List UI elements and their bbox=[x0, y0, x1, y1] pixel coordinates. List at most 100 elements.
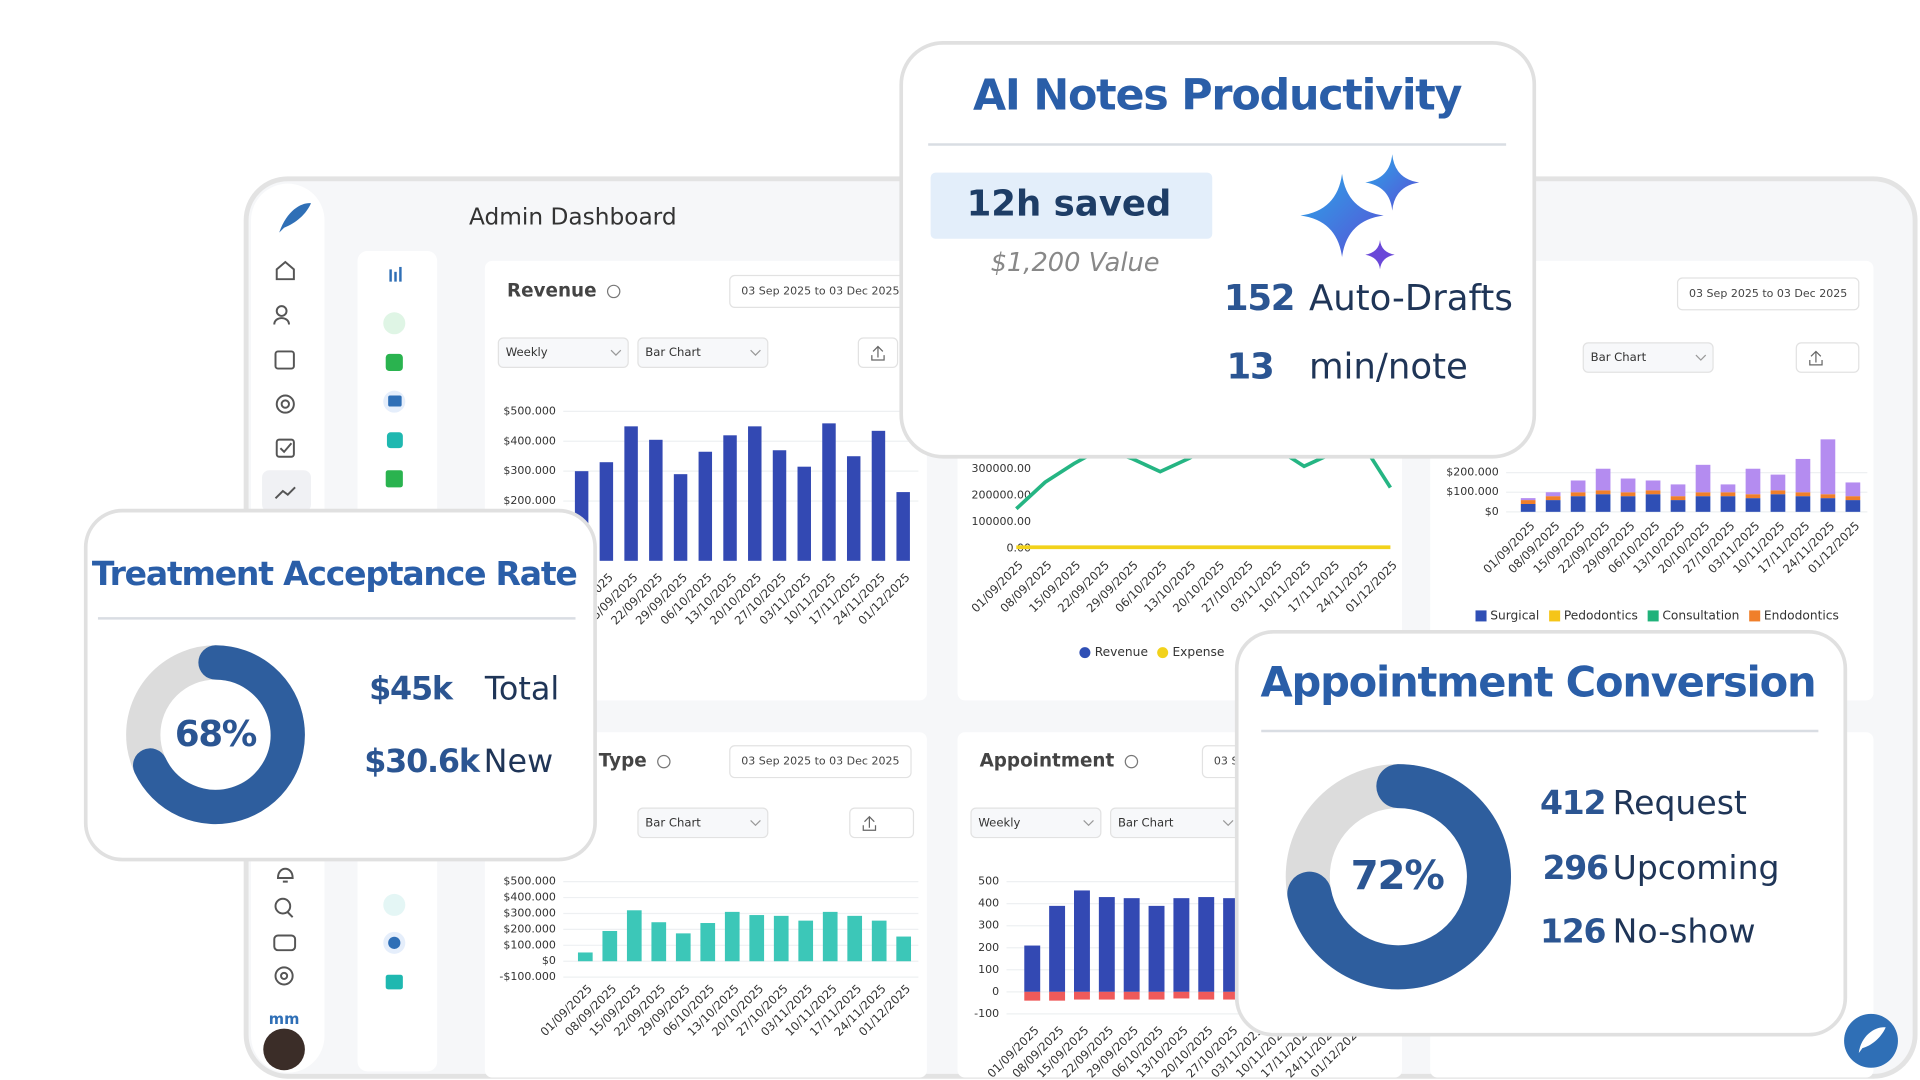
card: Revenue 03 Sep 2025 to 03 Dec 2025 Weekly B… bbox=[484, 260, 927, 701]
bar bbox=[626, 910, 642, 962]
bar bbox=[700, 923, 716, 962]
share-button[interactable] bbox=[1795, 342, 1860, 373]
dropdown[interactable] bbox=[637, 337, 769, 368]
sub-icon[interactable] bbox=[388, 395, 402, 407]
legend-label: Pedodontics bbox=[1564, 608, 1638, 622]
sub-icon[interactable] bbox=[386, 432, 403, 449]
bar bbox=[749, 915, 765, 962]
bar bbox=[602, 930, 618, 962]
nav-users[interactable] bbox=[275, 305, 288, 317]
upcoming-label: Upcoming bbox=[1613, 848, 1780, 887]
card-title: Appointment bbox=[980, 751, 1115, 772]
treatment-card: Treatment Acceptance Rate 68% $45k Total… bbox=[83, 508, 597, 862]
bar bbox=[724, 911, 740, 962]
bar bbox=[1770, 474, 1786, 491]
bar bbox=[651, 922, 667, 962]
y-tick-label: $0 bbox=[542, 954, 556, 967]
bar bbox=[1795, 458, 1811, 493]
rate-label: 72% bbox=[1351, 851, 1445, 899]
donut-arc bbox=[1287, 764, 1512, 990]
nav-tasks[interactable] bbox=[275, 438, 295, 458]
y-tick-label: $400.000 bbox=[503, 891, 556, 904]
bar bbox=[798, 920, 814, 962]
rate-label: 68% bbox=[175, 714, 257, 755]
total-label: Total bbox=[484, 670, 559, 708]
new: $30.6k bbox=[364, 742, 481, 780]
bar bbox=[1173, 898, 1190, 992]
sparkle bbox=[1300, 173, 1384, 258]
bar bbox=[599, 462, 614, 561]
upcoming: 296 bbox=[1542, 848, 1608, 887]
bar bbox=[1074, 890, 1090, 992]
y-tick-label: $100.000 bbox=[503, 938, 556, 951]
bar bbox=[822, 911, 838, 962]
legend-swatch bbox=[1749, 610, 1761, 622]
total: $45k bbox=[369, 670, 454, 708]
sub-icon[interactable] bbox=[385, 353, 403, 372]
nav-home[interactable] bbox=[275, 260, 295, 281]
bar bbox=[773, 915, 789, 962]
bar bbox=[1695, 492, 1711, 497]
dropdown-caret bbox=[750, 349, 761, 356]
bar bbox=[1570, 480, 1586, 493]
new-label: New bbox=[484, 742, 553, 780]
bar bbox=[1620, 478, 1636, 493]
dropdown[interactable] bbox=[1582, 342, 1714, 373]
bar bbox=[1695, 496, 1711, 512]
overlays: AI Notes Productivity 12h saved $1,200 V… bbox=[83, 41, 1898, 1068]
dropdown[interactable] bbox=[637, 807, 769, 839]
date-range: 03 Sep 2025 to 03 Dec 2025 bbox=[741, 755, 899, 768]
bar bbox=[1845, 500, 1861, 512]
bar bbox=[1024, 991, 1041, 1001]
y-tick-label: $400.000 bbox=[503, 434, 556, 447]
bar bbox=[723, 435, 737, 561]
nav-bell[interactable] bbox=[276, 867, 294, 883]
y-tick-label: $200.000 bbox=[503, 922, 556, 935]
sub-icon[interactable] bbox=[383, 312, 406, 335]
bar bbox=[1570, 492, 1586, 497]
nav-video[interactable] bbox=[273, 934, 297, 952]
sub-icon[interactable] bbox=[388, 936, 401, 949]
legend-label: Revenue bbox=[1095, 645, 1148, 659]
noshow: 126 bbox=[1540, 912, 1606, 951]
bar bbox=[1520, 498, 1536, 501]
bar bbox=[1595, 468, 1611, 491]
dropdown[interactable] bbox=[970, 807, 1102, 839]
legend-label: Endodontics bbox=[1764, 608, 1839, 622]
nav-analytics[interactable] bbox=[274, 486, 296, 500]
bar bbox=[624, 426, 638, 561]
sub-icon[interactable] bbox=[385, 974, 403, 990]
bar bbox=[1074, 991, 1090, 1000]
nav-support[interactable] bbox=[275, 394, 295, 414]
dropdown-caret bbox=[610, 349, 622, 356]
minutes-label: min/note bbox=[1309, 347, 1468, 388]
date-range: 03 Sep 2025 to 03 Dec 2025 bbox=[1689, 287, 1847, 300]
dropdown-label: Bar Chart bbox=[645, 815, 701, 829]
sub-icon[interactable] bbox=[385, 470, 403, 488]
nav-calendar[interactable] bbox=[274, 350, 295, 370]
bar bbox=[673, 474, 688, 561]
card: 03 Sep 2025 to 03 Dec 2025 Bar Chart $0 $10… bbox=[1430, 260, 1874, 701]
bar bbox=[1148, 991, 1165, 1000]
dropdown[interactable] bbox=[497, 337, 629, 368]
date-range-box[interactable] bbox=[1676, 277, 1860, 311]
drafts-count: 152 bbox=[1224, 278, 1294, 319]
y-tick-label: 300 bbox=[978, 919, 999, 932]
bar bbox=[1173, 991, 1190, 999]
nav-search[interactable] bbox=[274, 897, 292, 915]
noshow-label: No-show bbox=[1613, 912, 1756, 951]
dropdown-label: Bar Chart bbox=[645, 345, 701, 359]
donut-arc bbox=[132, 645, 305, 825]
share-button[interactable] bbox=[849, 807, 915, 839]
avatar[interactable] bbox=[263, 1028, 305, 1071]
info-icon bbox=[606, 284, 621, 299]
dropdown-caret bbox=[1695, 354, 1707, 361]
bar bbox=[577, 952, 593, 962]
bar bbox=[1795, 492, 1811, 497]
bar bbox=[1024, 945, 1041, 992]
sub-sidebar-icons bbox=[383, 266, 406, 990]
bar bbox=[871, 430, 886, 561]
date-range-box[interactable] bbox=[729, 745, 912, 779]
nav-settings[interactable] bbox=[274, 966, 294, 986]
